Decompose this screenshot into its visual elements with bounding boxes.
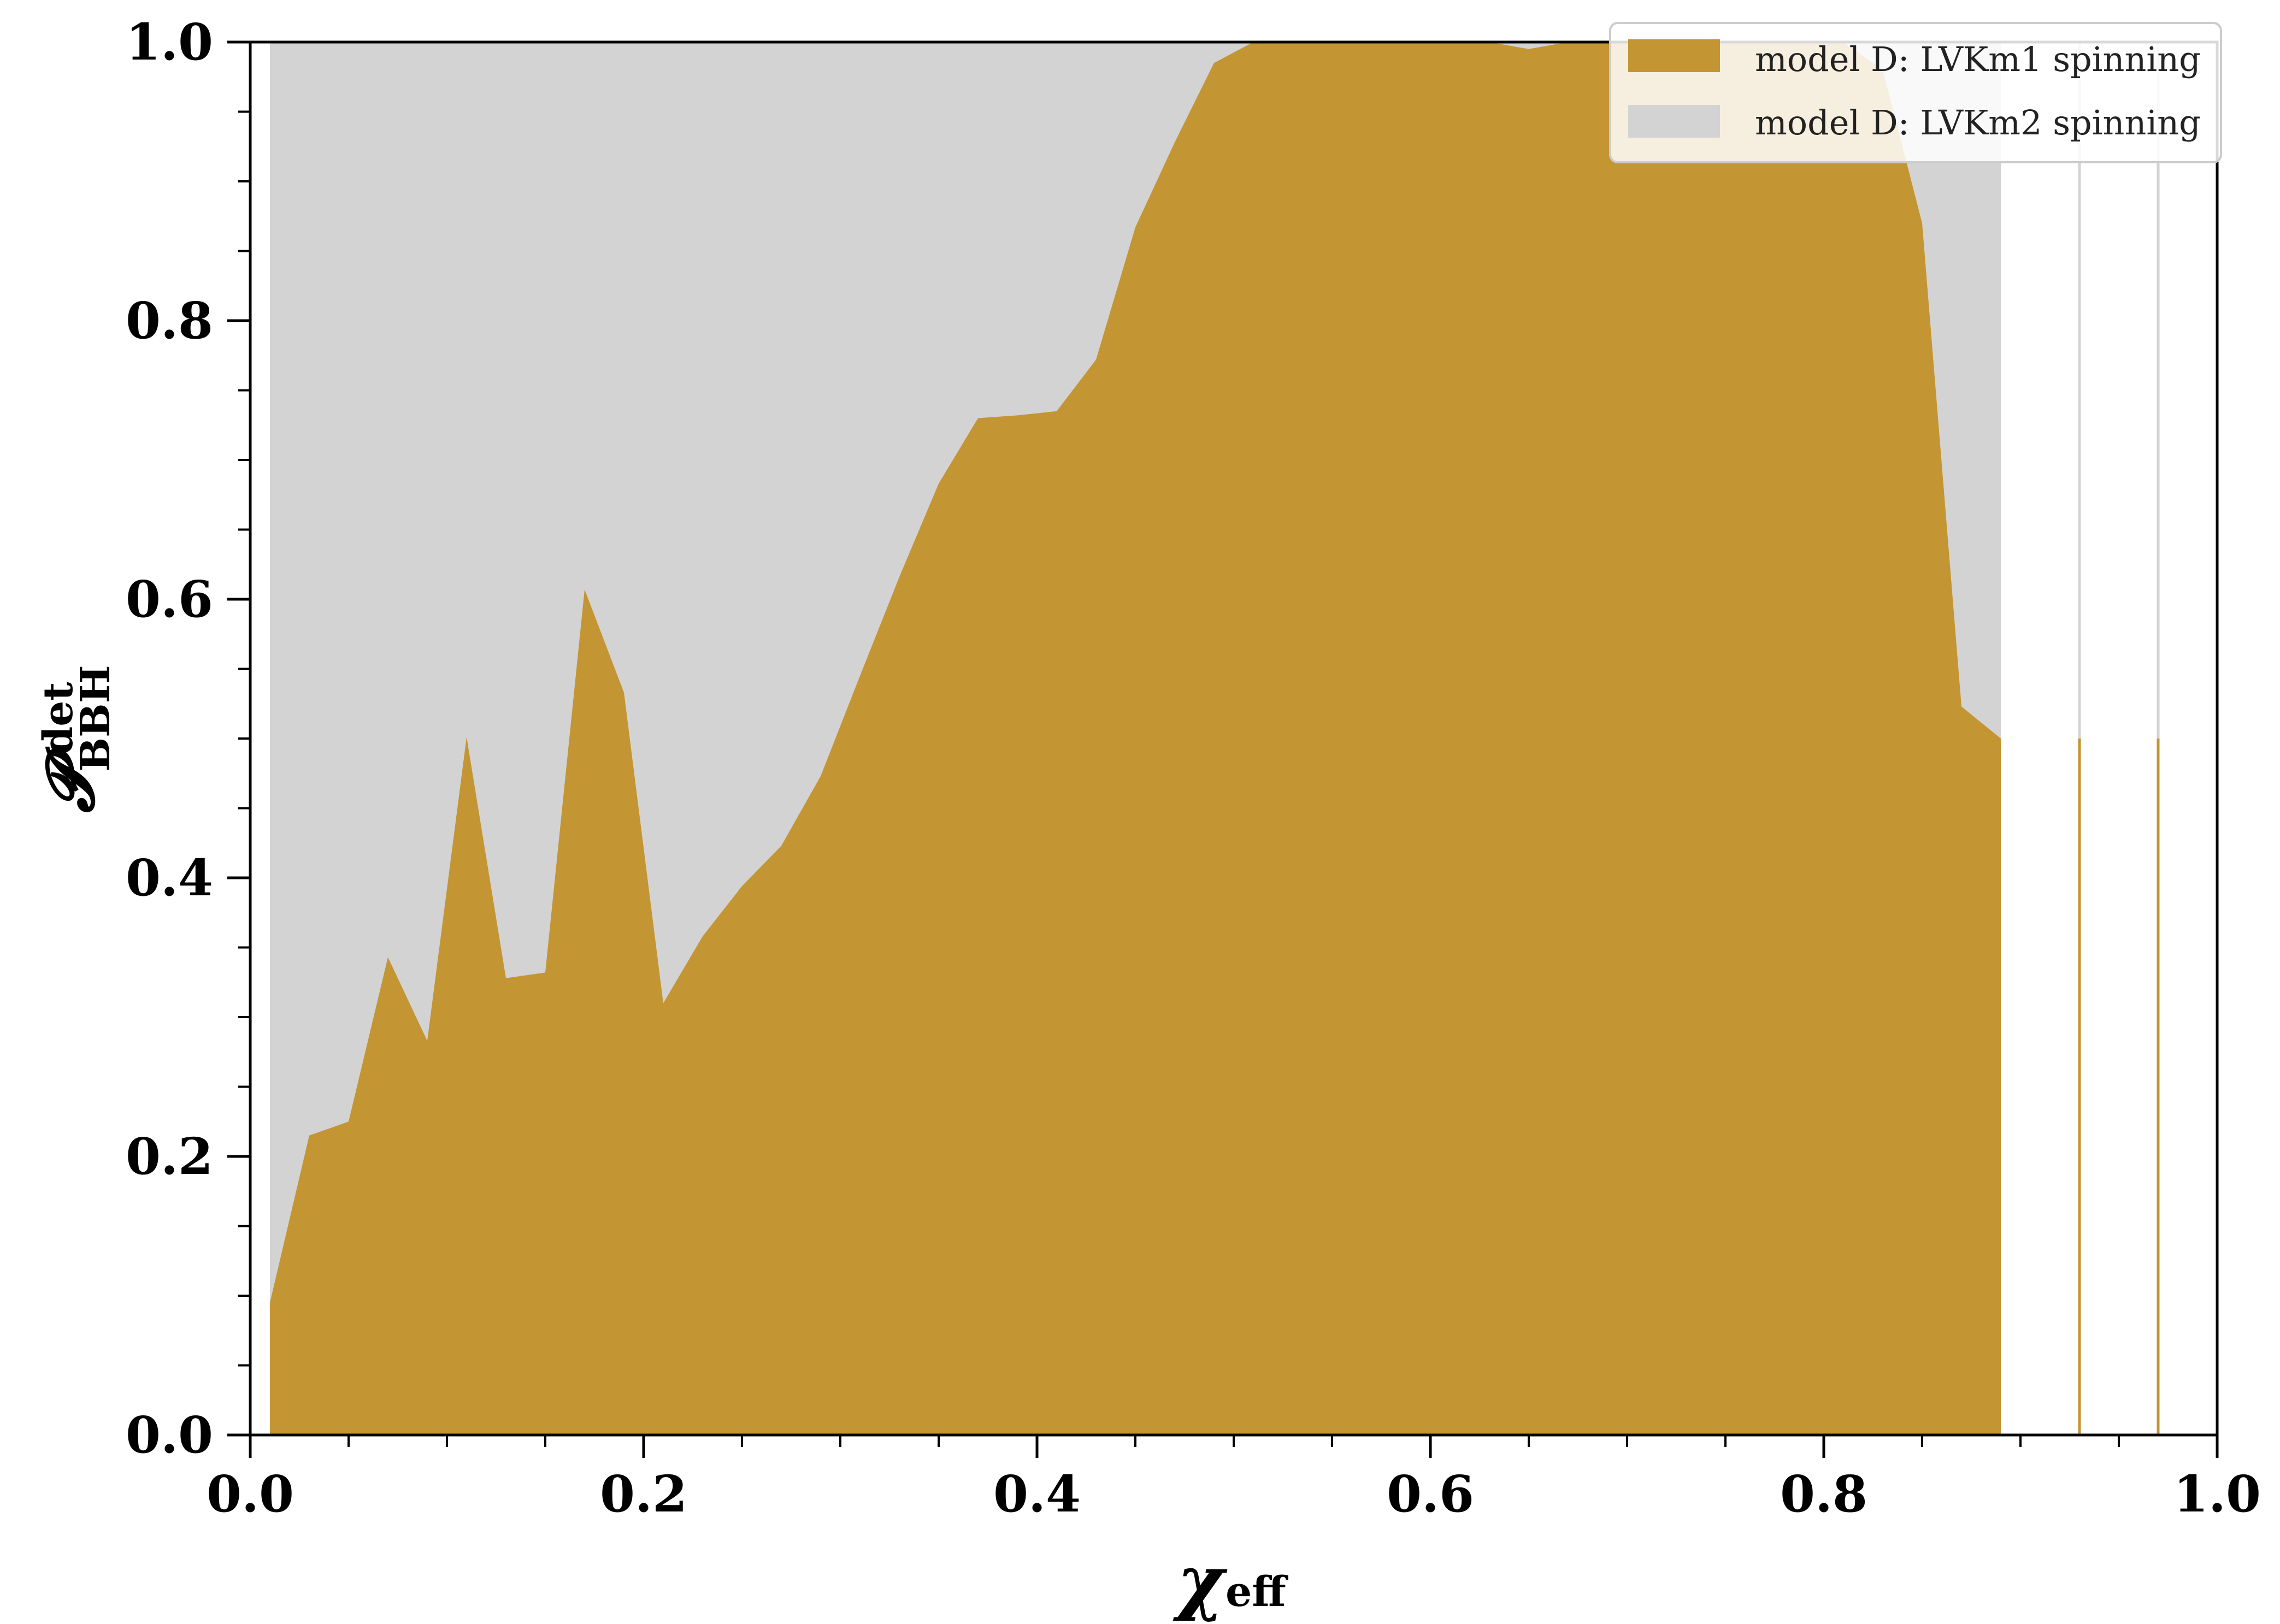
x-tick-label-2: 0.4 (993, 1464, 1081, 1523)
x-axis-label-symbol: χ (1173, 1539, 1227, 1623)
y-axis-label-superscript: det (35, 682, 82, 754)
legend-label-lvkm1: model D: LVKm1 spinning (1755, 39, 2201, 79)
axes (227, 40, 2219, 1458)
y-tick-label-3: 0.6 (126, 570, 213, 629)
area-lvkm1 (270, 42, 2001, 1435)
x-tick-label-0: 0.0 (207, 1464, 294, 1523)
x-tick-label-5: 1.0 (2173, 1464, 2261, 1523)
x-tick-label-3: 0.6 (1387, 1464, 1474, 1523)
y-tick-label-4: 0.8 (126, 291, 213, 350)
legend-swatch-lvkm1 (1628, 39, 1720, 72)
x-axis-label: χ eff (1173, 1539, 1288, 1623)
series-layer (270, 42, 2160, 1435)
legend-swatch-lvkm2 (1628, 105, 1720, 138)
y-tick-label-5: 1.0 (126, 13, 213, 72)
y-axis-label-subscript: BBH (72, 665, 119, 771)
y-axis-label: 𝓟 det BBH (32, 665, 119, 813)
x-tick-label-4: 0.8 (1780, 1464, 1867, 1523)
legend-label-lvkm2: model D: LVKm2 spinning (1755, 103, 2201, 143)
legend-frame (1609, 22, 2222, 163)
y-tick-label-0: 0.0 (126, 1406, 213, 1464)
legend: model D: LVKm1 spinning model D: LVKm2 s… (1609, 22, 2222, 163)
y-tick-label-1: 0.2 (126, 1127, 213, 1186)
x-tick-label-1: 0.2 (600, 1464, 687, 1523)
y-tick-label-2: 0.4 (126, 848, 213, 907)
tick-labels: 0.0 0.2 0.4 0.6 0.8 1.0 0.0 0.2 0.4 0.6 0.8 1.0 (126, 13, 2261, 1523)
x-axis-label-subscript: eff (1226, 1567, 1288, 1616)
